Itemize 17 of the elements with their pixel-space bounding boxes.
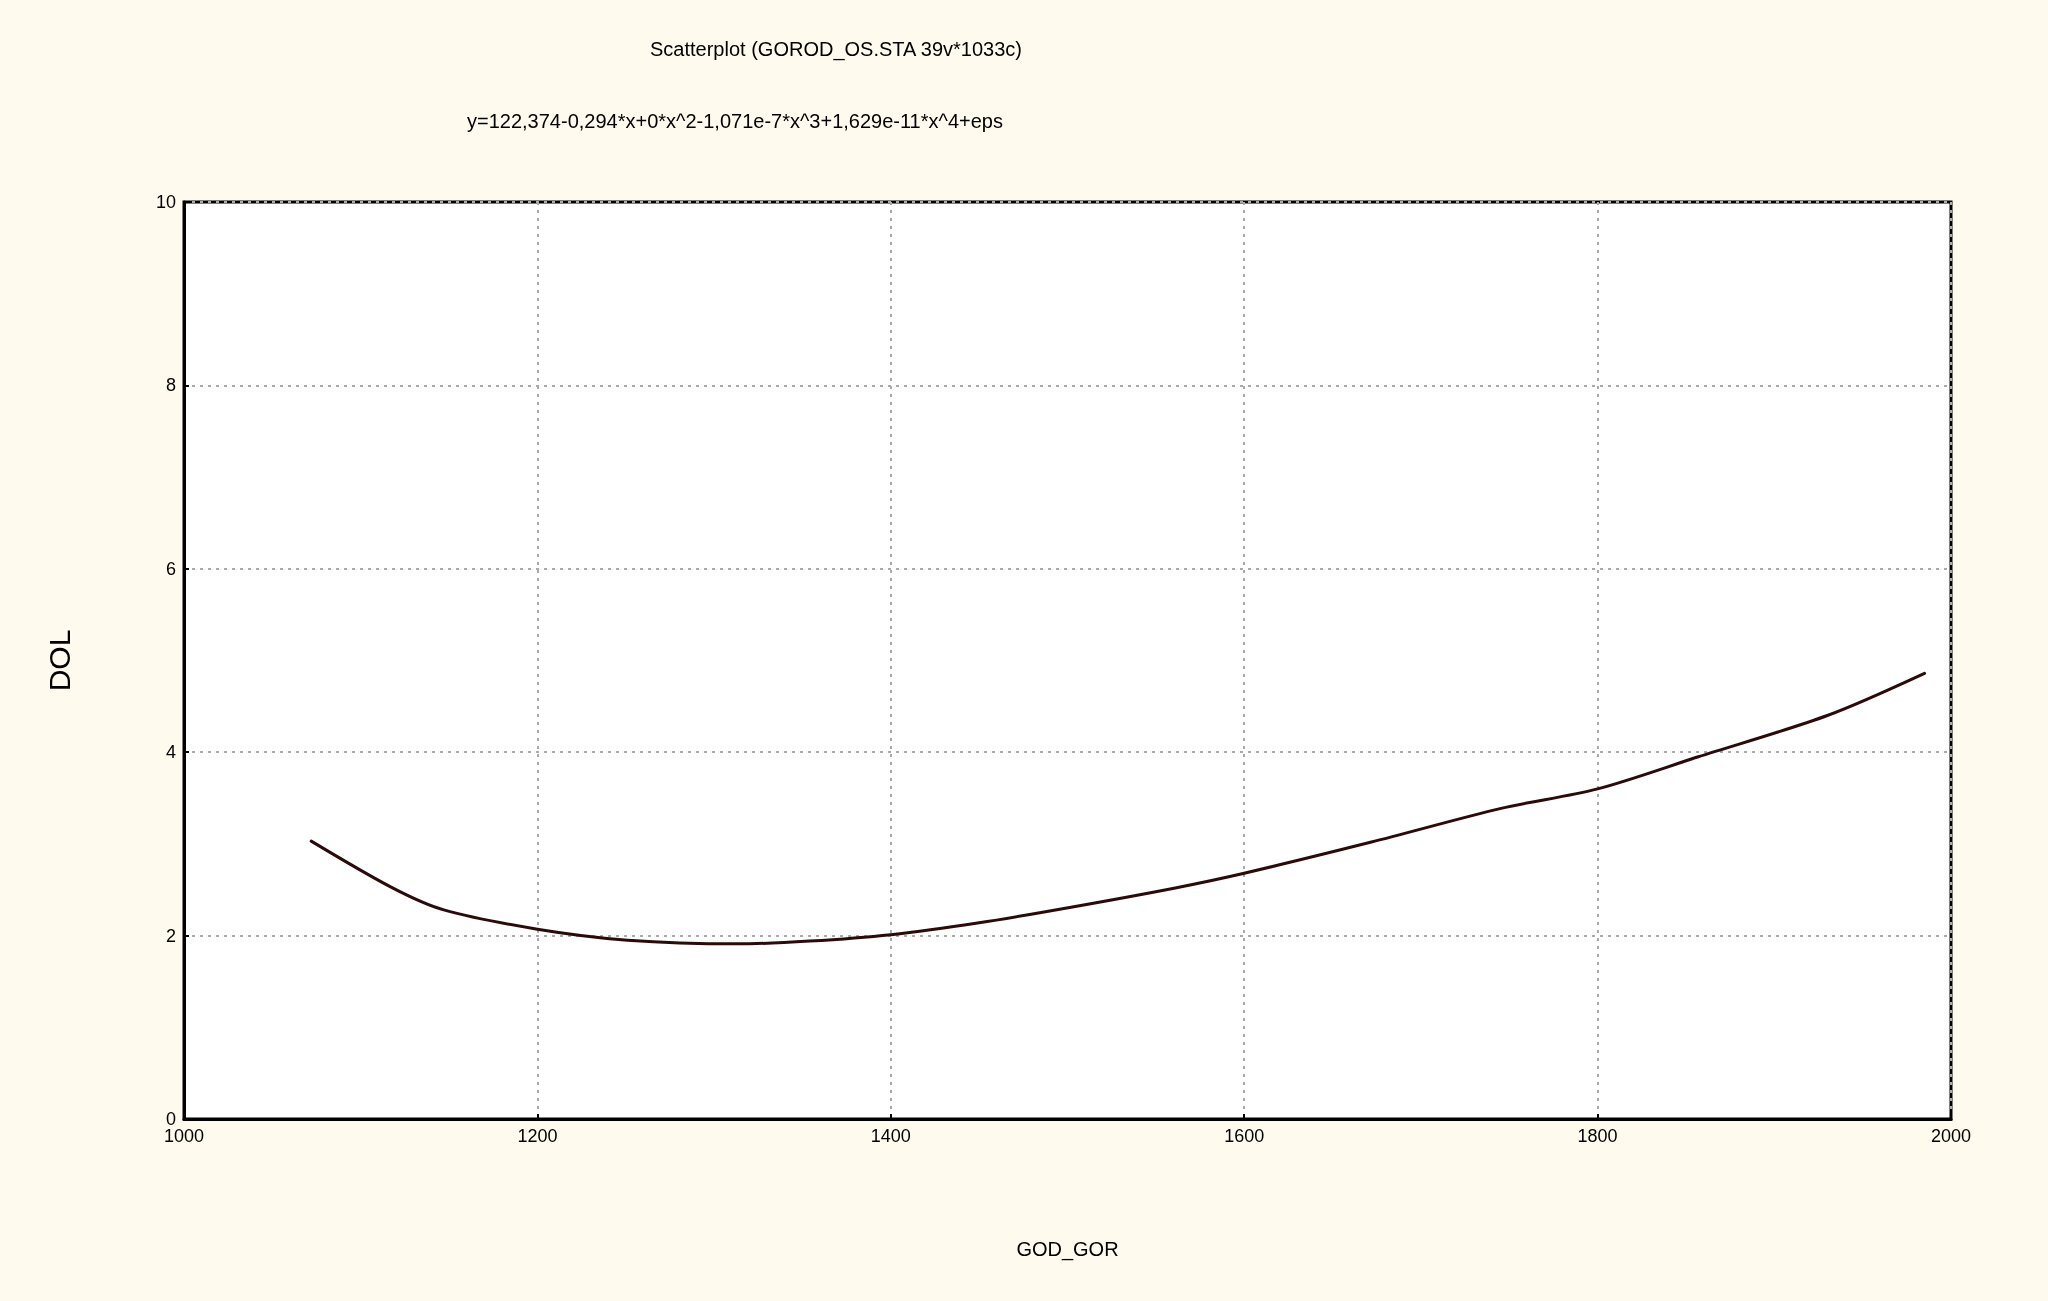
y-tick-label: 8 xyxy=(165,375,176,396)
chart-subtitle: y=122,374-0,294*x+0*x^2-1,071e-7*x^3+1,629e-11*x^4+eps xyxy=(467,110,1003,132)
x-tick-label: 1000 xyxy=(163,1126,205,1146)
x-tick-label: 1400 xyxy=(870,1126,911,1146)
y-tick-label: 10 xyxy=(155,192,176,212)
y-axis-title: DOL xyxy=(42,629,76,692)
x-tick-label: 1200 xyxy=(517,1126,558,1146)
x-axis-title: GOD_GOR xyxy=(1016,1238,1119,1261)
x-tick-label: 1600 xyxy=(1224,1126,1265,1146)
x-tick-label: 2000 xyxy=(1930,1126,1972,1146)
y-tick-label: 2 xyxy=(165,925,176,946)
x-tick-label: 1800 xyxy=(1577,1126,1618,1146)
line-series xyxy=(309,671,1926,946)
y-tick-label: 4 xyxy=(165,742,176,763)
chart-title: Scatterplot (GOROD_OS.STA 39v*1033c) xyxy=(650,38,1023,61)
y-tick-label: 6 xyxy=(165,558,176,579)
y-tick-label: 0 xyxy=(165,1109,176,1129)
